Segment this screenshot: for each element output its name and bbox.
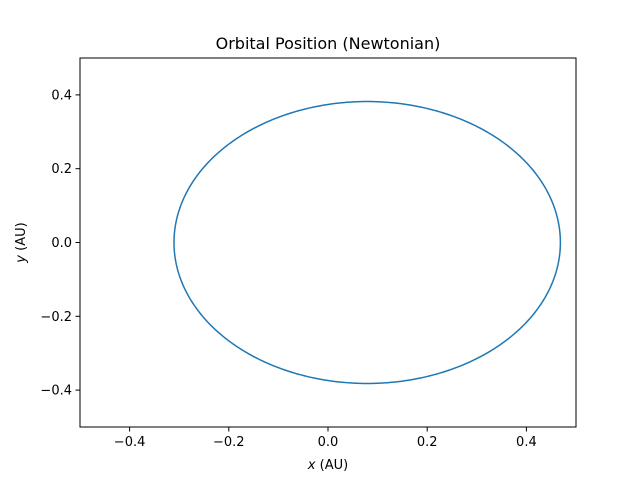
plot-frame [79,57,577,428]
y-tick-label: 0.0 [51,236,72,251]
y-tick-label: 0.4 [51,88,72,103]
y-tick-label: −0.4 [40,384,72,399]
x-tick-label: 0.4 [516,435,537,450]
y-axis: −0.4 −0.2 0.0 0.2 0.4 [40,88,80,399]
x-tick-label: 0.2 [417,435,438,450]
y-tick-label: −0.2 [40,310,72,325]
y-axis-unit: (AU) [14,222,29,255]
y-axis-variable: y [14,255,29,264]
y-axis-label: y (AU) [14,222,29,263]
x-axis: −0.4 −0.2 0.0 0.2 0.4 [114,427,537,450]
x-axis-variable: x [307,458,316,473]
x-axis-label: x (AU) [307,458,348,473]
x-tick-label: −0.4 [114,435,146,450]
chart-title: Orbital Position (Newtonian) [216,34,441,53]
y-tick-label: 0.2 [51,162,72,177]
x-tick-label: 0.0 [318,435,339,450]
orbit-line [173,100,562,385]
x-tick-label: −0.2 [213,435,245,450]
x-axis-unit: (AU) [316,458,349,473]
